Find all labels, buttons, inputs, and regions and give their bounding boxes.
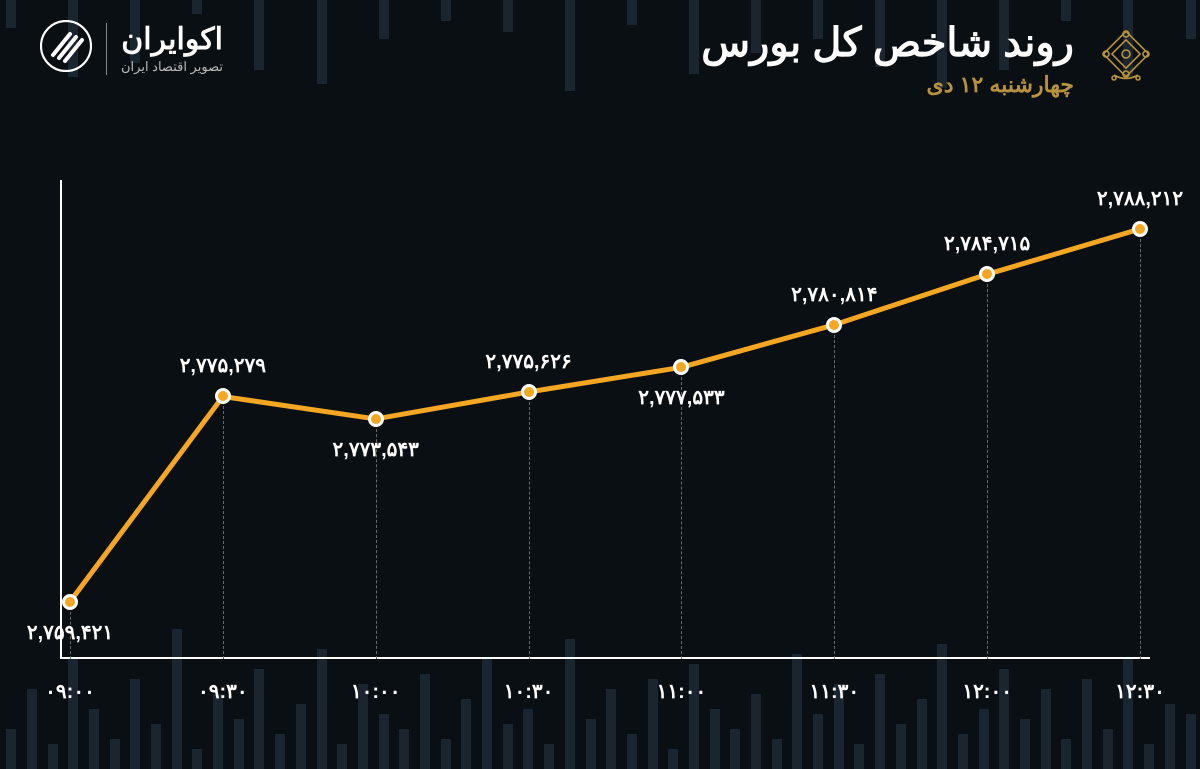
- x-tick-label: ۱۱:۰۰: [657, 679, 707, 704]
- data-point: [62, 594, 78, 610]
- x-tick-label: ۱۰:۰۰: [351, 679, 401, 704]
- value-label: ۲,۷۸۸,۲۱۲: [1097, 186, 1183, 211]
- data-point: [215, 388, 231, 404]
- value-label: ۲,۷۸۴,۷۱۵: [944, 231, 1030, 256]
- x-tick-label: ۱۲:۰۰: [962, 679, 1012, 704]
- brand-mark-icon: [40, 20, 92, 77]
- data-point: [673, 359, 689, 375]
- chart-area: ۲,۷۵۹,۴۲۱۲,۷۷۵,۲۷۹۲,۷۷۳,۵۴۳۲,۷۷۵,۶۲۶۲,۷۷…: [60, 180, 1150, 659]
- drop-line: [223, 396, 224, 659]
- x-axis-labels: ۰۹:۰۰۰۹:۳۰۱۰:۰۰۱۰:۳۰۱۱:۰۰۱۱:۳۰۱۲:۰۰۱۲:۳۰: [60, 679, 1150, 709]
- y-axis: [60, 180, 62, 659]
- drop-line: [834, 325, 835, 659]
- brand-logo: اکوایران تصویر اقتصاد ایران: [40, 20, 223, 77]
- value-label: ۲,۷۸۰,۸۱۴: [791, 282, 877, 307]
- value-label: ۲,۷۵۹,۴۲۱: [27, 620, 113, 645]
- brand-name: اکوایران: [121, 22, 223, 57]
- x-tick-label: ۰۹:۳۰: [198, 679, 248, 704]
- value-label: ۲,۷۷۳,۵۴۳: [333, 437, 419, 462]
- drop-line: [529, 392, 530, 659]
- x-tick-label: ۱۱:۳۰: [809, 679, 859, 704]
- value-label: ۲,۷۷۷,۵۳۳: [638, 385, 724, 410]
- data-point: [826, 317, 842, 333]
- brand-tagline: تصویر اقتصاد ایران: [121, 59, 223, 75]
- chart-title: روند شاخص کل بورس: [701, 20, 1074, 66]
- chart-subtitle: چهارشنبه ۱۲ دی: [701, 72, 1074, 98]
- data-point: [521, 384, 537, 400]
- drop-line: [1140, 229, 1141, 659]
- data-point: [1132, 221, 1148, 237]
- value-label: ۲,۷۷۵,۲۷۹: [180, 353, 266, 378]
- drop-line: [987, 274, 988, 659]
- data-point: [979, 266, 995, 282]
- x-tick-label: ۱۲:۳۰: [1115, 679, 1165, 704]
- value-label: ۲,۷۷۵,۶۲۶: [485, 349, 571, 374]
- emblem-icon: [1092, 20, 1160, 93]
- brand-separator: [106, 23, 107, 75]
- header: اکوایران تصویر اقتصاد ایران روند شاخص کل…: [0, 20, 1200, 120]
- x-tick-label: ۰۹:۰۰: [45, 679, 95, 704]
- x-tick-label: ۱۰:۳۰: [504, 679, 554, 704]
- drop-line: [681, 367, 682, 659]
- data-point: [368, 411, 384, 427]
